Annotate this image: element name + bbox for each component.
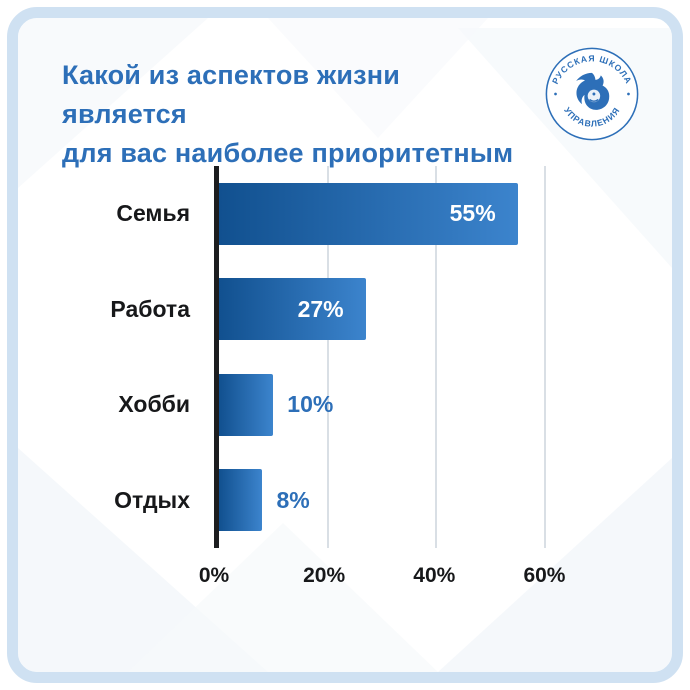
bar <box>219 373 274 436</box>
lion-icon <box>576 72 610 110</box>
bar: 27% <box>219 278 366 341</box>
value-label: 27% <box>297 295 344 322</box>
header: Какой из аспектов жизни является для вас… <box>62 56 522 173</box>
category-labels: Семья Работа Хобби Отдых <box>62 166 214 592</box>
company-logo: РУССКАЯ ШКОЛА УПРАВЛЕНИЯ <box>544 46 640 142</box>
value-label: 55% <box>449 200 496 227</box>
bars: 55% 27% 10% 8% <box>219 166 572 548</box>
bar: 55% <box>219 182 518 245</box>
x-axis-ticks: 0% 20% 40% 60% <box>199 548 572 592</box>
bar-row: 27% <box>219 262 572 358</box>
logo-dot-right <box>627 92 630 96</box>
gridline <box>435 166 438 548</box>
category-label: Семья <box>116 200 190 227</box>
category-label: Хобби <box>118 391 190 418</box>
bar-chart: Семья Работа Хобби Отдых 55% 27% 10% 8% 0% 20% 4… <box>62 166 572 592</box>
x-tick-label: 0% <box>198 564 230 587</box>
chart-title-line-1: Какой из аспектов жизни является <box>62 60 401 130</box>
category-label: Отдых <box>114 486 190 513</box>
chart-title: Какой из аспектов жизни является для вас… <box>62 56 522 173</box>
gridline <box>543 166 546 548</box>
x-tick-label: 20% <box>303 564 346 587</box>
value-label: 8% <box>276 486 310 513</box>
logo-dot-left <box>554 92 557 96</box>
card: Какой из аспектов жизни является для вас… <box>7 7 683 683</box>
bar <box>219 469 263 532</box>
value-label: 10% <box>287 391 334 418</box>
bar-row: 55% <box>219 166 572 262</box>
plot-wrap: 55% 27% 10% 8% 0% 20% 40% 60% <box>199 166 572 592</box>
gridline <box>326 166 329 548</box>
category-label: Работа <box>110 295 190 322</box>
x-tick-label: 40% <box>413 564 456 587</box>
plot-area: 55% 27% 10% 8% <box>214 166 572 548</box>
bar-row: 10% <box>219 357 572 453</box>
x-tick-label: 60% <box>523 564 566 587</box>
bar-row: 8% <box>219 453 572 549</box>
chart-title-line-2: для вас наиболее приоритетным <box>62 138 514 169</box>
